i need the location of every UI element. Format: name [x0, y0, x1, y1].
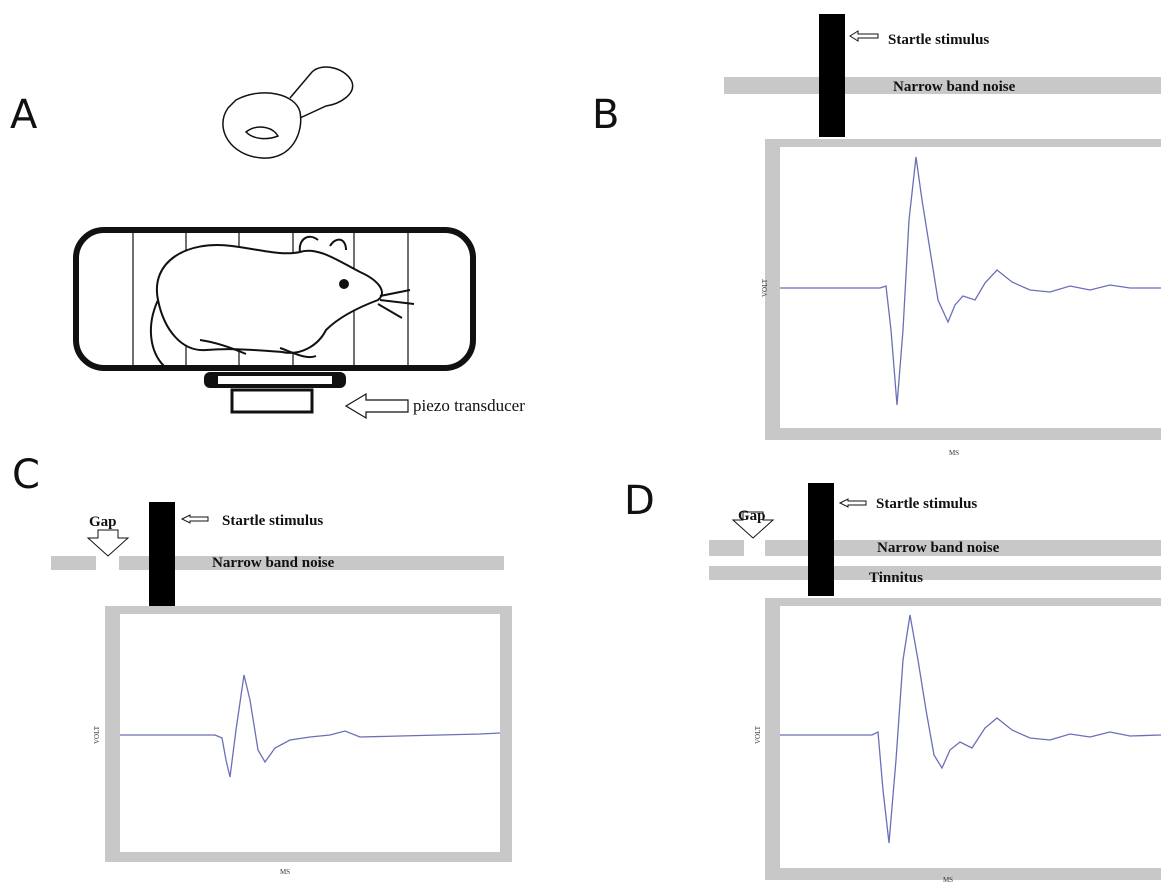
startle-bar [819, 14, 845, 137]
arrow [344, 392, 409, 420]
y-axis-label: VOLT [754, 725, 762, 744]
stimulus-label: Startle stimulus [876, 496, 977, 512]
speaker [222, 66, 354, 159]
plot-area [120, 614, 500, 852]
y-axis-label: VOLT [761, 278, 769, 297]
noise-bar [119, 556, 504, 570]
annotation: piezo transducer [413, 396, 525, 415]
rat [149, 235, 415, 367]
plot-area [780, 606, 1161, 868]
startle-bar [808, 483, 834, 596]
x-axis-label: MS [949, 449, 959, 457]
cage [73, 227, 476, 371]
panel-label: A [10, 92, 38, 138]
gap-label: Gap [738, 508, 766, 524]
noise-label: Narrow band noise [893, 79, 1016, 95]
startle-bar [149, 502, 175, 606]
tinnitus-label: Tinnitus [869, 570, 923, 586]
noise-bar [51, 556, 96, 570]
noise-label: Narrow band noise [877, 540, 1000, 556]
piezo-platform [204, 372, 346, 414]
stimulus-label: Startle stimulus [222, 513, 323, 529]
waveform [120, 674, 501, 778]
stimulus-label: Startle stimulus [888, 32, 989, 48]
gap-label: Gap [89, 514, 117, 530]
panel-label: D [624, 478, 655, 524]
waveform [780, 156, 1161, 406]
x-axis-label: MS [280, 868, 290, 876]
arrow [849, 30, 879, 42]
tinnitus-bar [709, 566, 1161, 580]
arrow [180, 514, 209, 524]
waveform [780, 614, 1161, 844]
gap-arrow [731, 511, 775, 539]
arrow [838, 498, 867, 508]
panel-label: C [12, 452, 40, 498]
x-axis-label: MS [943, 876, 953, 884]
noise-label: Narrow band noise [212, 555, 335, 571]
gap-arrow [86, 529, 130, 557]
noise-bar [765, 540, 1161, 556]
y-axis-label: VOLT [93, 725, 101, 744]
noise-bar [709, 540, 744, 556]
panel-label: B [592, 92, 619, 138]
